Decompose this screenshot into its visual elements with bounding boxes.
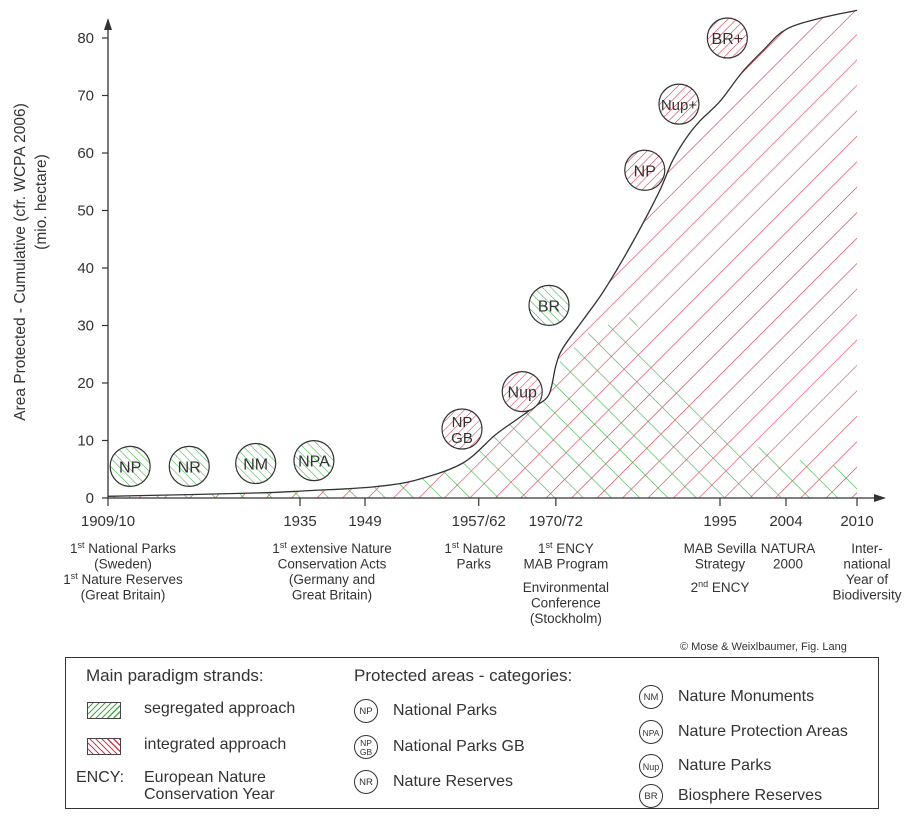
- timeline-annotation: Strategy: [695, 557, 746, 572]
- timeline-annotation: 1st Nature: [444, 540, 503, 556]
- legend-category-nature-protection-areas: Nature Protection Areas: [678, 723, 848, 740]
- x-tick-label: 1995: [703, 513, 736, 530]
- legend-badge-np-gb-line2: GB: [359, 747, 373, 757]
- legend-ency-line2: Conservation Year: [144, 786, 275, 803]
- x-tick-label: 1957/62: [452, 513, 506, 530]
- legend-badge-nm: NM: [639, 685, 663, 709]
- timeline-annotation: NATURA: [761, 541, 816, 556]
- x-tick-label: 1970/72: [529, 513, 583, 530]
- timeline-annotation: Environmental: [523, 580, 609, 595]
- timeline-annotation: Conference: [531, 596, 601, 611]
- legend-badge-np: NP: [354, 699, 378, 723]
- timeline-annotation: Conservation Acts: [278, 557, 387, 572]
- timeline-annotation: Year of: [846, 572, 889, 587]
- y-tick-label: 30: [77, 318, 94, 335]
- legend-badge-npa: NPA: [639, 720, 663, 744]
- legend-badge-nr: NR: [354, 770, 378, 794]
- event-marker-nup-plus: Nup+: [658, 83, 700, 125]
- legend-badge-nup: Nup: [639, 754, 663, 778]
- event-marker-nup: Nup: [501, 371, 543, 413]
- y-axis-label: Area Protected - Cumulative (cfr. WCPA 2…: [12, 103, 29, 421]
- legend-badge-np-gb-line1: NP: [360, 738, 372, 748]
- event-label: NM: [243, 457, 268, 474]
- legend-badge-br: BR: [639, 784, 663, 808]
- y-tick-label: 50: [77, 203, 94, 220]
- legend-integrated-label: integrated approach: [144, 736, 287, 753]
- timeline-annotation: Biodiversity: [832, 588, 901, 603]
- y-tick-label: 60: [77, 145, 94, 162]
- timeline-annotation: 1st ENCY: [538, 540, 594, 556]
- legend: Main paradigm strands: segregated approa…: [65, 657, 879, 809]
- y-tick-label: 0: [86, 490, 94, 507]
- timeline-annotation: 1st extensive Nature: [272, 540, 392, 556]
- event-label: BR: [538, 298, 560, 315]
- legend-badge-np-gb: NP GB: [354, 735, 378, 759]
- timeline-annotation: (Sweden): [94, 557, 152, 572]
- x-axis-arrow: [874, 494, 886, 502]
- x-tick-label: 1909/10: [81, 513, 135, 530]
- timeline-annotation: 2000: [773, 557, 803, 572]
- y-tick-label: 80: [77, 30, 94, 47]
- x-tick-label: 2004: [769, 513, 802, 530]
- event-marker-br: BR: [528, 284, 570, 326]
- event-label: NPA: [298, 454, 330, 471]
- timeline-annotation: MAB Sevilla: [684, 541, 757, 556]
- timeline-annotation: Inter-: [851, 541, 883, 556]
- legend-category-nature-parks: Nature Parks: [678, 757, 772, 774]
- event-marker-np: NP: [624, 149, 666, 191]
- timeline-annotation: MAB Program: [523, 557, 608, 572]
- x-tick-label: 1949: [348, 513, 381, 530]
- event-label: GB: [451, 430, 473, 447]
- legend-categories-title: Protected areas - categories:: [354, 666, 573, 685]
- legend-category-national-parks: National Parks: [393, 702, 498, 719]
- credit-text: © Mose & Weixlbaumer, Fig. Lang: [680, 641, 847, 653]
- legend-paradigm-title: Main paradigm strands:: [86, 666, 264, 685]
- event-label: BR+: [712, 31, 744, 48]
- event-marker-nm: NM: [235, 442, 277, 485]
- event-label: NP: [452, 414, 473, 431]
- event-label: Nup+: [661, 97, 698, 114]
- y-axis-unit-label: (mio. hectare): [33, 154, 50, 250]
- event-label: Nup: [508, 385, 537, 402]
- y-tick-label: 70: [77, 88, 94, 105]
- event-label: NR: [178, 459, 201, 476]
- timeline-annotation: (Germany and: [289, 572, 375, 587]
- legend-ency-line1: European Nature: [144, 769, 266, 786]
- timeline-annotation: 1st Nature Reserves: [63, 571, 183, 587]
- x-tick-label: 1935: [283, 513, 316, 530]
- legend-segregated-label: segregated approach: [144, 700, 296, 717]
- legend-ency-abbr: ENCY:: [76, 769, 125, 786]
- y-tick-label: 40: [77, 260, 94, 277]
- event-marker-nr: NR: [168, 445, 210, 487]
- legend-category-biosphere-reserves: Biosphere Reserves: [678, 787, 823, 804]
- event-label: NP: [634, 163, 656, 180]
- legend-category-nature-monuments: Nature Monuments: [678, 688, 815, 705]
- timeline-annotation: Parks: [456, 557, 491, 572]
- legend-swatch-integrated: [87, 738, 121, 755]
- timeline-annotation: 2nd ENCY: [691, 579, 750, 595]
- event-marker-np: NP: [109, 445, 151, 487]
- timeline-annotation: (Great Britain): [81, 588, 166, 603]
- event-marker-npa: NPA: [293, 440, 335, 482]
- y-tick-label: 20: [77, 375, 94, 392]
- event-label: NP: [119, 459, 141, 476]
- chart-canvas: 0 10 20 30 40 50 60 70 80 1909/10 1935 1949 1957/62…: [12, 9, 902, 626]
- legend-swatch-segregated: [87, 702, 121, 719]
- x-tick-label: 2010: [840, 513, 873, 530]
- timeline-annotation: 1st National Parks: [70, 540, 176, 556]
- legend-category-nature-reserves: Nature Reserves: [393, 773, 514, 790]
- axes: [104, 18, 886, 502]
- timeline-annotation: (Stockholm): [530, 611, 602, 626]
- y-axis-arrow: [104, 18, 112, 30]
- timeline-annotation: national: [843, 557, 890, 572]
- cumulative-area-line: [107, 9, 858, 497]
- y-tick-label: 10: [77, 433, 94, 450]
- timeline-annotation: Great Britain): [292, 588, 372, 603]
- legend-category-national-parks-gb: National Parks GB: [393, 738, 525, 755]
- event-marker-br-plus: BR+: [706, 17, 748, 59]
